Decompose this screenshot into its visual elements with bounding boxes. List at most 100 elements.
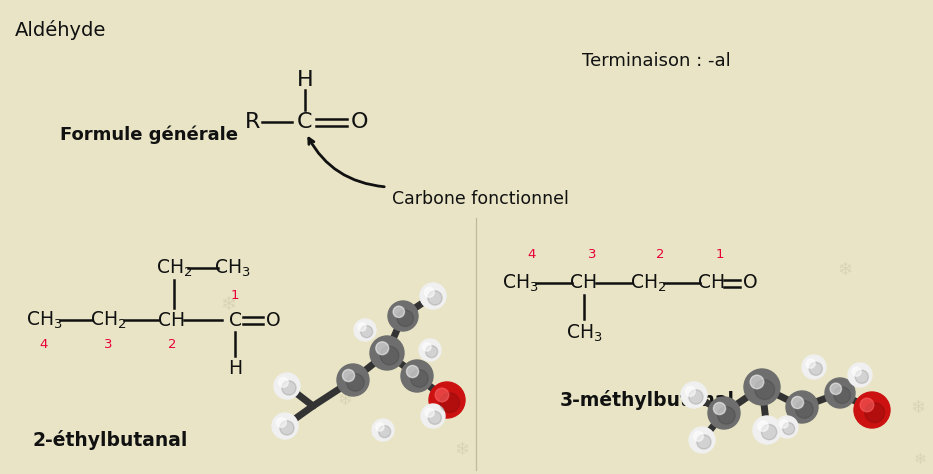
Circle shape xyxy=(783,423,795,435)
Text: O: O xyxy=(266,310,280,329)
Circle shape xyxy=(791,396,803,409)
Circle shape xyxy=(708,397,740,429)
Circle shape xyxy=(697,435,711,449)
Text: Aldéhyde: Aldéhyde xyxy=(15,20,106,40)
Circle shape xyxy=(860,398,874,412)
Text: CH: CH xyxy=(159,310,186,329)
Circle shape xyxy=(852,367,861,376)
Text: C: C xyxy=(229,310,242,329)
Circle shape xyxy=(834,387,851,403)
Circle shape xyxy=(856,370,869,383)
Text: CH$_3$: CH$_3$ xyxy=(26,310,63,331)
Circle shape xyxy=(689,390,703,404)
Text: O: O xyxy=(743,273,758,292)
Circle shape xyxy=(714,402,726,415)
Circle shape xyxy=(280,421,294,435)
Circle shape xyxy=(428,291,442,305)
Circle shape xyxy=(429,382,465,418)
Circle shape xyxy=(435,388,449,402)
Circle shape xyxy=(425,346,438,358)
Text: CH$_3$: CH$_3$ xyxy=(214,257,250,279)
Text: 4: 4 xyxy=(528,248,536,261)
Circle shape xyxy=(717,407,735,424)
Circle shape xyxy=(346,374,364,391)
Text: C: C xyxy=(298,112,313,132)
Text: ❄: ❄ xyxy=(838,261,853,279)
Text: CH$_2$: CH$_2$ xyxy=(156,257,192,279)
Text: 3: 3 xyxy=(104,338,112,351)
Circle shape xyxy=(342,369,355,382)
Circle shape xyxy=(848,363,872,387)
Circle shape xyxy=(420,283,446,309)
Text: ❄: ❄ xyxy=(338,391,353,409)
Circle shape xyxy=(693,431,703,441)
Circle shape xyxy=(419,339,441,361)
Text: 2: 2 xyxy=(656,248,664,261)
Circle shape xyxy=(411,370,428,387)
Circle shape xyxy=(370,336,404,370)
Text: Carbone fonctionnel: Carbone fonctionnel xyxy=(392,190,569,208)
Circle shape xyxy=(825,378,855,408)
Text: 4: 4 xyxy=(40,338,49,351)
Circle shape xyxy=(407,365,419,378)
Circle shape xyxy=(278,377,288,387)
Text: CH: CH xyxy=(570,273,597,292)
Circle shape xyxy=(272,413,298,439)
Circle shape xyxy=(786,391,818,423)
Circle shape xyxy=(750,375,764,389)
Text: 2-éthylbutanal: 2-éthylbutanal xyxy=(33,430,188,450)
Circle shape xyxy=(372,419,394,441)
Circle shape xyxy=(425,408,434,417)
Text: CH$_3$: CH$_3$ xyxy=(565,322,603,344)
Text: Formule générale: Formule générale xyxy=(60,126,238,144)
Circle shape xyxy=(381,346,399,365)
Circle shape xyxy=(428,411,441,424)
Circle shape xyxy=(376,423,384,431)
Text: ❄: ❄ xyxy=(913,453,926,467)
Circle shape xyxy=(780,420,788,428)
Circle shape xyxy=(421,404,445,428)
Circle shape xyxy=(357,323,366,331)
Text: R: R xyxy=(245,112,260,132)
Text: Terminaison : -al: Terminaison : -al xyxy=(582,52,731,70)
Text: CH$_2$: CH$_2$ xyxy=(630,273,666,294)
Circle shape xyxy=(397,310,413,327)
Circle shape xyxy=(379,426,391,438)
Circle shape xyxy=(761,424,777,440)
Circle shape xyxy=(776,416,798,438)
Circle shape xyxy=(439,393,460,412)
Text: ❄: ❄ xyxy=(911,399,926,417)
Circle shape xyxy=(423,343,431,351)
Circle shape xyxy=(276,418,286,427)
Circle shape xyxy=(388,301,418,331)
Circle shape xyxy=(865,403,884,423)
Circle shape xyxy=(354,319,376,341)
Text: 2: 2 xyxy=(168,338,176,351)
Circle shape xyxy=(376,342,389,355)
Circle shape xyxy=(360,326,372,337)
Circle shape xyxy=(686,386,695,396)
Circle shape xyxy=(854,392,890,428)
Circle shape xyxy=(689,427,715,453)
Circle shape xyxy=(274,373,300,399)
Circle shape xyxy=(806,359,815,368)
Text: ❄: ❄ xyxy=(220,295,236,315)
Circle shape xyxy=(753,416,781,444)
Text: H: H xyxy=(297,70,313,90)
Circle shape xyxy=(393,306,405,318)
Text: ❄: ❄ xyxy=(454,441,469,459)
Text: CH$_2$: CH$_2$ xyxy=(90,310,126,331)
Circle shape xyxy=(796,401,814,418)
Circle shape xyxy=(401,360,433,392)
Text: 1: 1 xyxy=(716,248,724,261)
Circle shape xyxy=(758,421,769,431)
Circle shape xyxy=(681,382,707,408)
Circle shape xyxy=(809,362,822,375)
Circle shape xyxy=(282,381,296,395)
Text: 3-méthylbutanal: 3-méthylbutanal xyxy=(560,390,735,410)
Circle shape xyxy=(337,364,369,396)
Text: O: O xyxy=(350,112,368,132)
Circle shape xyxy=(830,383,842,394)
Circle shape xyxy=(802,355,826,379)
Circle shape xyxy=(425,287,434,297)
